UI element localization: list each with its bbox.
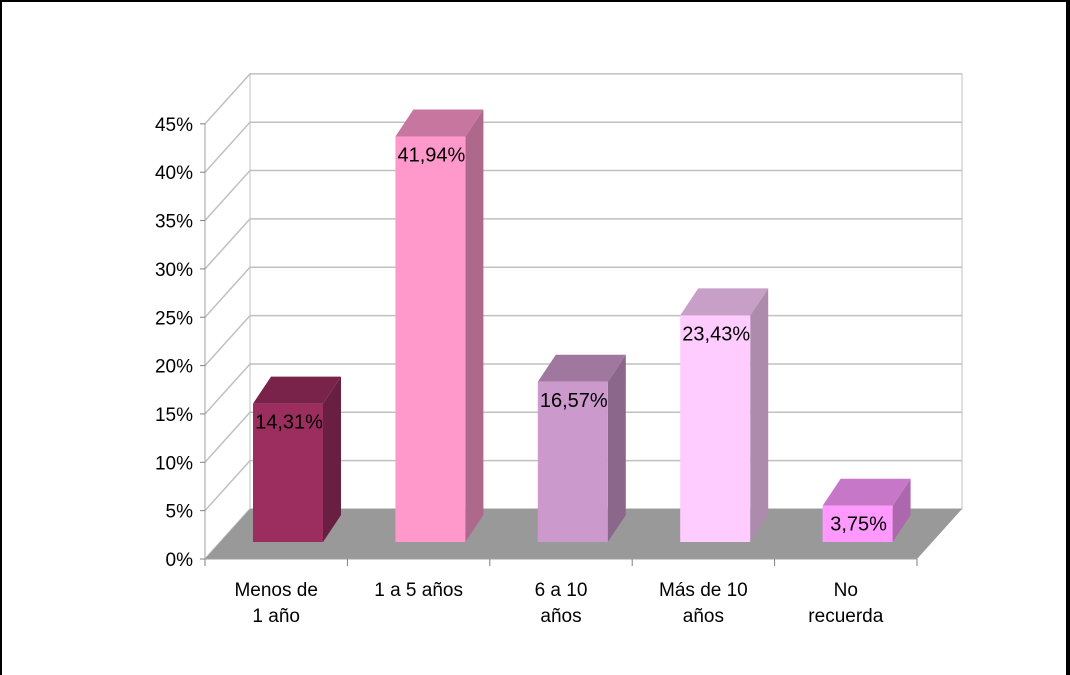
category-label-line: Menos de (234, 580, 317, 601)
y-tick-label: 35% (155, 212, 193, 233)
bar: 3,75% (822, 478, 911, 542)
category-label-line: Más de 10 (659, 580, 748, 601)
data-label: 23,43% (682, 323, 750, 345)
category-label: 1 a 5 años (374, 580, 463, 601)
bar-front (822, 505, 893, 542)
category-label: 6 a 10 años (535, 580, 588, 627)
category-label: Menos de 1 año (234, 580, 317, 627)
y-tick-label: 15% (155, 405, 193, 426)
side-gridline (204, 363, 251, 415)
bar-side (607, 354, 626, 542)
bar-front (253, 403, 323, 542)
category-label-line: 1 año (252, 606, 300, 627)
bar-side (892, 478, 911, 542)
bars: 14,31% 41,94% 16,57% 23,43% 3,75% (253, 109, 911, 543)
data-label: 16,57% (540, 390, 608, 412)
category-label-line: No (834, 580, 858, 601)
bar-side (323, 376, 341, 542)
y-tick-label: 20% (155, 357, 193, 378)
bar-top (253, 376, 341, 404)
data-label: 41,94% (397, 144, 465, 166)
data-label: 3,75% (830, 514, 887, 536)
bar-top (395, 109, 484, 137)
bar: 16,57% (537, 354, 626, 542)
category-label-line: 6 a 10 (535, 580, 588, 601)
bar: 23,43% (680, 288, 769, 542)
y-tick-label: 0% (166, 550, 194, 571)
side-gridline (204, 170, 251, 222)
bar-front (537, 381, 608, 542)
category-label: Más de 10 años (659, 580, 748, 627)
bar: 41,94% (395, 109, 484, 543)
y-tick-label: 25% (155, 308, 193, 329)
side-gridline (204, 266, 251, 318)
bar-front (395, 136, 466, 543)
side-gridline (204, 218, 251, 270)
y-tick-label: 10% (155, 453, 193, 474)
side-gridline (204, 411, 251, 463)
data-label: 14,31% (255, 412, 323, 434)
y-axis-ticks: 0% 5% 10% 15% 20% 25% 30% 35% 40% 45% (155, 115, 918, 571)
bar-top (680, 288, 769, 316)
side-gridline (204, 460, 251, 512)
bar-side (465, 109, 484, 543)
category-label-line: 1 a 5 años (374, 580, 463, 601)
y-tick-label: 40% (155, 163, 193, 184)
category-label-line: recuerda (808, 606, 883, 627)
side-gridline (204, 315, 251, 367)
category-label-line: años (683, 606, 724, 627)
side-gridline (204, 73, 251, 125)
category-label-line: años (540, 606, 581, 627)
category-label: No recuerda (808, 580, 883, 627)
bar: 14,31% (253, 376, 341, 542)
y-tick-label: 5% (166, 502, 194, 523)
side-gridline (204, 121, 251, 173)
y-tick-label: 30% (155, 260, 193, 281)
bar-front (680, 315, 751, 542)
bar-top (537, 354, 626, 382)
bar-side (750, 288, 769, 542)
bar-top (822, 478, 911, 506)
y-tick-label: 45% (155, 115, 193, 136)
